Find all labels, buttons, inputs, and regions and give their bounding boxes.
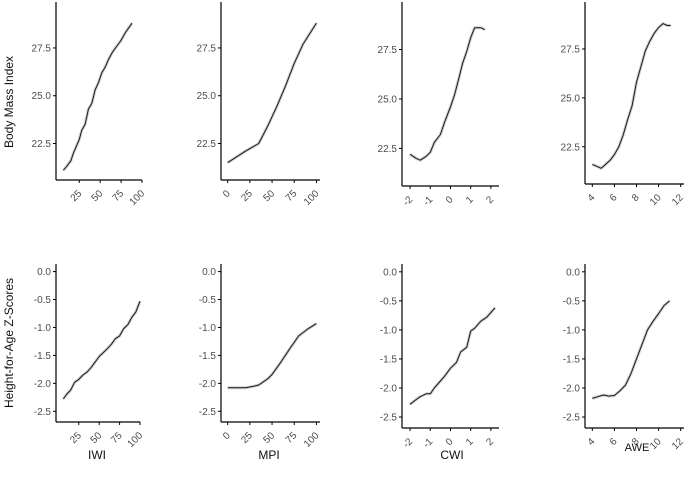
x-tick-label: 1 [464,194,476,206]
y-tick-label: 25.0 [32,91,52,102]
x-tick-label: 75 [111,188,127,204]
confidence-band [591,22,671,170]
x-tick-label: 75 [284,188,300,204]
panel-haz-iwi: 0.0 -0.5 -1.0 -1.5 -2.0 -2.5 25 50 75 100 [34,264,146,450]
y-tick-label: 27.5 [32,43,52,54]
y-tick-label: -2.5 [380,413,398,424]
y-tick-label: 22.5 [561,142,581,153]
y-tick-label: 25.0 [561,93,581,104]
x-tick-label: 0 [221,188,233,200]
x-tick-label: 50 [90,188,106,204]
smooth-line [409,27,486,161]
confidence-band [409,26,486,162]
y-tick-label: 22.5 [32,139,52,150]
x-tick-label: 0 [444,194,456,206]
x-tick-label: 100 [126,430,146,450]
y-tick-label: -2.0 [34,379,52,390]
row-label-bmi: Body Mass Index [2,55,16,148]
y-tick-label: -2.5 [34,407,52,418]
panel-bmi-cwi: 22.5 25.0 27.5 -2 -1 0 1 2 [378,2,499,208]
y-tick-label: -1.5 [563,354,581,365]
x-tick-label: 2 [484,436,496,448]
x-tick-label: 12 [670,192,686,208]
y-tick-label: -1.0 [380,325,398,336]
panel-haz-cwi: 0.0-0.5-1.0-1.5-2.0-2.5-2 -1 0 1 2 [380,264,499,450]
y-tick-label: -1.5 [199,351,217,362]
y-tick-label: 0.0 [383,267,397,278]
y-tick-label: 27.5 [197,43,217,54]
smooth-line [409,307,496,405]
x-tick-label: 50 [262,188,278,204]
x-tick-label: 50 [89,430,105,446]
x-tick-label: 10 [648,192,664,208]
x-tick-label: 100 [302,188,322,208]
smooth-line [62,301,141,400]
x-tick-label: 4 [586,436,598,448]
smooth-line [62,22,133,171]
panel-bmi-mpi: 22.5 25.0 27.5 0 25 50 75 100 [197,2,322,208]
confidence-band [227,322,318,390]
y-tick-label: -2.0 [563,383,581,394]
y-tick-label: -0.5 [34,295,52,306]
confidence-band [62,300,142,400]
x-tick-label: -1 [421,194,435,208]
y-tick-label: 0.0 [566,267,580,278]
y-tick-label: 25.0 [197,91,217,102]
x-tick-label: 25 [69,188,85,204]
y-tick-label: -0.5 [563,296,581,307]
panel-haz-mpi: 0.0 -0.5 -1.0 -1.5 -2.0 -2.5 0 25 50 75 100 [199,264,322,450]
x-tick-label: 25 [239,430,255,446]
y-tick-label: -1.5 [380,354,398,365]
y-tick-label: -1.0 [563,325,581,336]
x-tick-label: 50 [262,430,278,446]
smooth-line [592,300,670,399]
x-tick-label: 75 [284,430,300,446]
y-tick-label: -1.5 [34,351,52,362]
y-tick-label: 0.0 [202,267,216,278]
column-label-awe: AWE [624,442,650,454]
smooth-line [592,23,671,169]
y-tick-label: 27.5 [378,45,398,56]
y-tick-label: -2.0 [199,379,217,390]
panel-haz-awe: 0.0-0.5-1.0-1.5-2.0-2.54 6 8 10 12 [563,264,686,452]
column-label-iwi: IWI [88,448,106,462]
x-tick-label: 1 [464,436,476,448]
confidence-band [591,299,671,400]
confidence-band [62,22,134,172]
y-tick-label: 0.0 [37,267,51,278]
x-tick-label: 25 [68,430,84,446]
x-tick-label: 25 [239,188,255,204]
y-tick-label: 27.5 [561,44,581,55]
x-tick-label: 4 [586,192,598,204]
y-tick-label: -1.0 [34,323,52,334]
y-tick-label: 22.5 [197,139,217,150]
y-tick-label: -2.5 [563,413,581,424]
smooth-line [227,323,317,389]
y-tick-label: 25.0 [378,94,398,105]
x-tick-label: 75 [109,430,125,446]
column-label-mpi: MPI [258,448,280,462]
y-tick-label: -2.0 [380,383,398,394]
x-tick-label: 8 [630,192,642,204]
x-tick-label: 100 [128,188,148,208]
row-label-haz: Height-for-Age Z-Scores [2,277,16,408]
panel-bmi-awe: 22.5 25.0 27.5 4 6 8 10 12 [561,2,686,208]
x-tick-label: 2 [484,194,496,206]
x-tick-label: 6 [608,192,620,204]
y-tick-label: 22.5 [378,144,398,155]
x-tick-label: 0 [221,430,233,442]
x-tick-label: 0 [444,436,456,448]
y-tick-label: -1.0 [199,323,217,334]
smooth-line [227,22,317,164]
x-tick-label: -2 [401,194,415,208]
x-tick-label: 100 [302,430,322,450]
panel-bmi-iwi: 22.5 25.0 27.5 25 50 75 100 [32,2,148,208]
y-tick-label: -2.5 [199,407,217,418]
column-label-cwi: CWI [440,448,464,462]
y-tick-label: -0.5 [380,296,398,307]
confidence-band [409,306,497,406]
y-tick-label: -0.5 [199,295,217,306]
